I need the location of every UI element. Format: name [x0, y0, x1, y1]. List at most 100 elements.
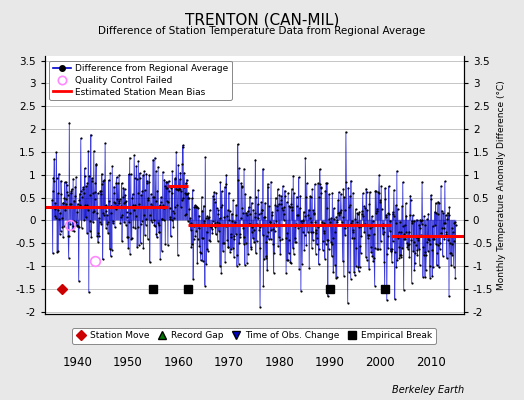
Point: [439, 252, 447, 259]
Point: [411, 260, 419, 267]
Point: [227, 245, 236, 252]
Point: [91, 196, 99, 203]
Point: [56, 210, 64, 216]
Point: [209, 217, 217, 224]
Point: [282, 199, 291, 205]
Point: [373, 208, 381, 214]
Point: [60, 195, 69, 201]
Point: [257, 207, 266, 213]
Point: [307, 229, 315, 236]
Point: [373, 246, 381, 252]
Point: [356, 264, 364, 270]
Point: [162, 178, 170, 185]
Point: [293, 212, 302, 218]
Text: Difference of Station Temperature Data from Regional Average: Difference of Station Temperature Data f…: [99, 26, 425, 36]
Point: [334, 189, 343, 195]
Point: [280, 204, 289, 210]
Point: [265, 236, 273, 242]
Point: [251, 210, 259, 216]
Point: [331, 222, 340, 228]
Point: [132, 163, 140, 170]
Point: [409, 248, 418, 254]
Point: [280, 211, 288, 218]
Point: [189, 186, 197, 193]
Point: [288, 207, 297, 213]
Point: [105, 246, 114, 252]
Point: [339, 258, 347, 265]
Point: [258, 207, 266, 214]
Point: [109, 218, 117, 224]
Point: [189, 276, 198, 282]
Point: [172, 149, 180, 155]
Point: [418, 221, 426, 227]
Point: [104, 177, 113, 183]
Point: [245, 221, 254, 228]
Point: [281, 193, 289, 199]
Point: [187, 227, 195, 233]
Point: [406, 212, 414, 218]
Point: [226, 248, 234, 255]
Point: [95, 233, 103, 239]
Point: [139, 172, 147, 179]
Point: [340, 194, 348, 200]
Point: [127, 236, 135, 242]
Point: [74, 278, 83, 284]
Point: [429, 264, 438, 270]
Point: [51, 200, 60, 206]
Point: [315, 246, 323, 253]
Point: [278, 205, 287, 212]
Point: [270, 221, 278, 227]
Point: [128, 195, 136, 201]
Point: [221, 258, 230, 265]
Point: [54, 248, 63, 254]
Point: [212, 231, 220, 238]
Point: [204, 248, 212, 254]
Point: [372, 210, 380, 216]
Point: [301, 212, 309, 219]
Point: [123, 209, 131, 216]
Point: [414, 237, 422, 244]
Point: [309, 237, 317, 243]
Point: [248, 228, 256, 235]
Point: [77, 135, 85, 142]
Point: [399, 287, 408, 293]
Point: [358, 208, 366, 214]
Point: [378, 223, 386, 230]
Point: [236, 215, 245, 222]
Point: [204, 214, 212, 221]
Point: [274, 186, 282, 192]
Point: [114, 198, 123, 204]
Point: [365, 201, 374, 208]
Point: [146, 212, 155, 218]
Point: [310, 210, 319, 216]
Point: [381, 196, 390, 202]
Point: [377, 205, 386, 212]
Point: [350, 229, 358, 235]
Point: [215, 228, 223, 234]
Point: [66, 200, 74, 207]
Point: [110, 190, 118, 196]
Point: [210, 220, 219, 227]
Point: [310, 210, 318, 217]
Point: [150, 221, 159, 228]
Point: [203, 213, 212, 219]
Point: [138, 217, 146, 224]
Point: [224, 244, 232, 250]
Point: [429, 223, 437, 229]
Point: [413, 246, 421, 253]
Point: [357, 233, 366, 239]
Point: [146, 259, 154, 266]
Point: [71, 219, 80, 225]
Point: [437, 230, 445, 236]
Point: [402, 228, 410, 235]
Point: [119, 200, 128, 206]
Point: [237, 183, 246, 189]
Point: [159, 202, 168, 208]
Point: [148, 203, 157, 210]
Point: [110, 199, 118, 206]
Point: [231, 218, 239, 225]
Point: [163, 179, 171, 185]
Point: [104, 230, 112, 236]
Point: [385, 183, 393, 190]
Point: [159, 169, 167, 175]
